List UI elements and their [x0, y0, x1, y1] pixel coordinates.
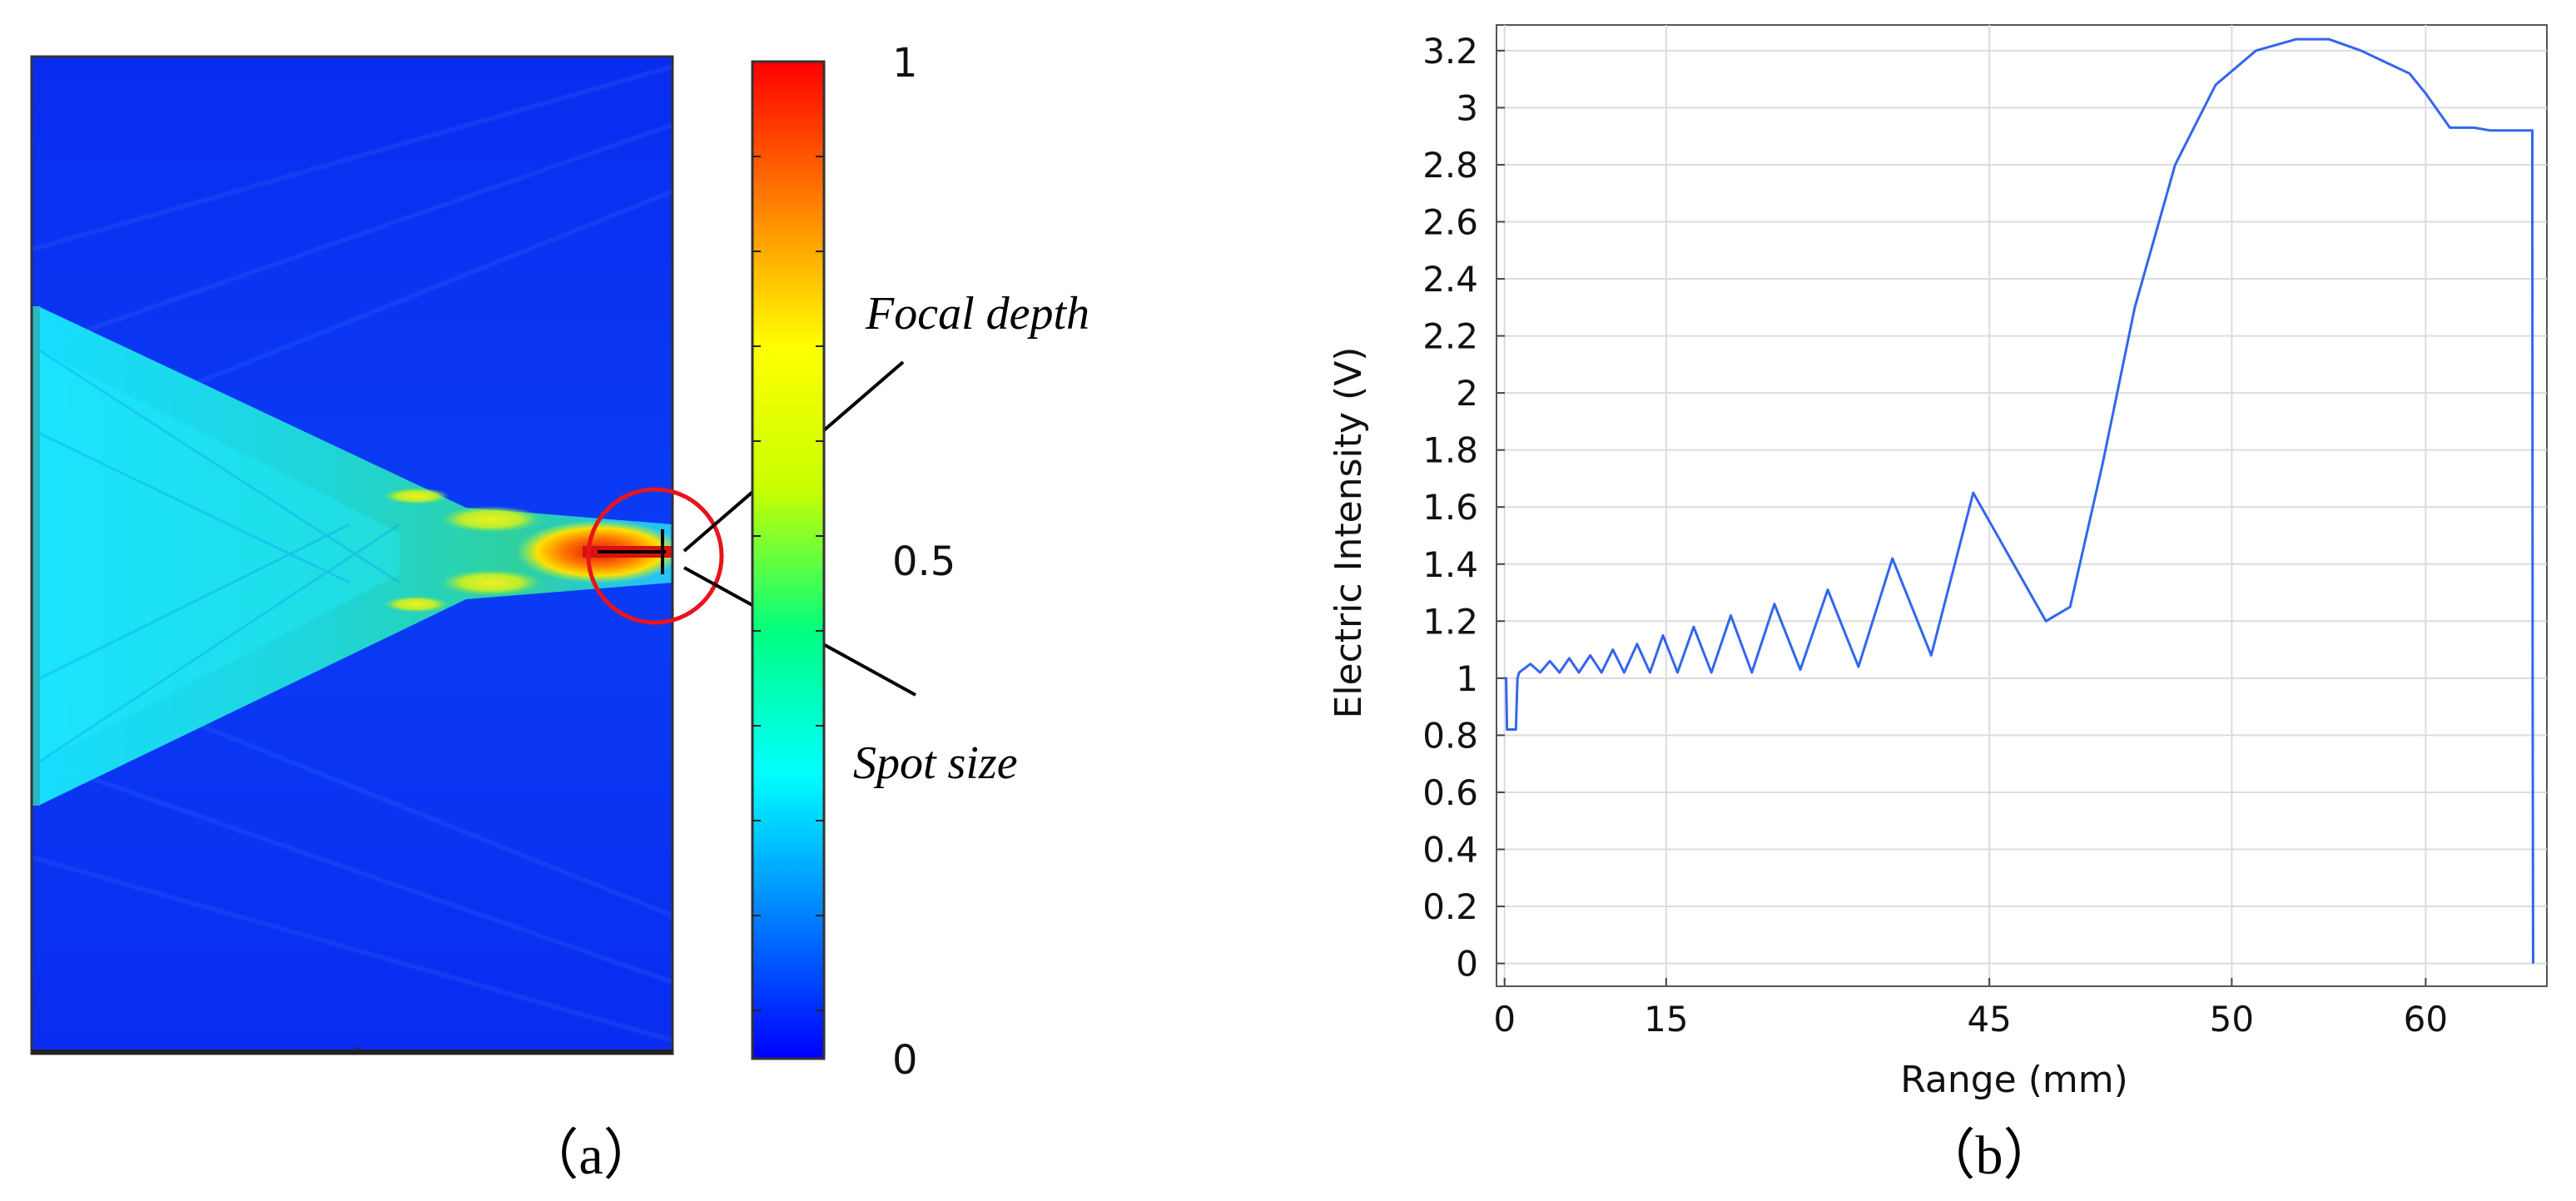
focal-depth-label: Focal depth — [865, 288, 1089, 340]
panel-b: 0 0.2 0.4 0.6 0.8 1 1.2 1.4 1.6 1.8 2 2.2 2.4 2.6 2.8 3… — [1328, 24, 2548, 1186]
y-tick-label: 0 — [1456, 944, 1478, 985]
y-tick-label: 0.4 — [1422, 829, 1478, 870]
y-tick-label: 0.6 — [1422, 772, 1478, 813]
y-tick-label: 3 — [1456, 87, 1478, 128]
y-tick-label: 1.4 — [1422, 544, 1478, 585]
y-tick-label: 1.6 — [1422, 487, 1478, 528]
colorbar-tick-label: 1 — [892, 40, 918, 87]
x-tick-label: 60 — [2404, 999, 2448, 1040]
y-tick-label: 1 — [1456, 658, 1478, 699]
colorbar-minor-ticks — [752, 156, 824, 1011]
colorbar — [751, 60, 826, 1060]
y-tick-label: 0.2 — [1422, 886, 1478, 927]
colorbar-tick-label: 0 — [892, 1037, 918, 1084]
focus-circle — [586, 487, 724, 625]
x-tick-label: 50 — [2210, 999, 2254, 1040]
panel-b-caption: （b） — [1921, 1125, 2058, 1186]
panel-a-caption: （a） — [524, 1125, 658, 1186]
y-tick-label: 2.6 — [1422, 201, 1478, 242]
colorbar-tick-label: 0.5 — [892, 538, 955, 585]
y-axis: 0 0.2 0.4 0.6 0.8 1 1.2 1.4 1.6 1.8 2 2.2 2.4 2.6 2.8 3… — [1422, 31, 1505, 985]
y-tick-label: 3.2 — [1422, 31, 1478, 72]
x-axis-label: Range (mm) — [1900, 1059, 2128, 1101]
y-tick-label: 2.2 — [1422, 316, 1478, 357]
y-tick-label: 2 — [1456, 373, 1478, 414]
grid — [1496, 25, 2547, 986]
x-tick-label: 15 — [1644, 999, 1688, 1040]
y-tick-label: 1.8 — [1422, 430, 1478, 471]
plot-area — [1496, 24, 2548, 987]
y-axis-label: Electric Intensity (V) — [1328, 347, 1370, 719]
x-axis: 0 15 45 50 60 — [1493, 978, 2448, 1040]
panel-a: Focal depth Spot size 10.50 （a） — [30, 40, 1089, 1186]
y-tick-label: 2.4 — [1422, 259, 1478, 300]
field-map — [32, 57, 673, 1054]
spot-size-label: Spot size — [853, 737, 1018, 789]
x-tick-label: 0 — [1493, 999, 1516, 1040]
y-tick-label: 1.2 — [1422, 601, 1478, 642]
y-tick-label: 0.8 — [1422, 715, 1478, 756]
x-tick-label: 45 — [1967, 999, 2011, 1040]
colorbar-tick-labels: 10.50 — [892, 40, 955, 1084]
series-line — [1504, 37, 2534, 964]
y-tick-label: 2.8 — [1422, 145, 1478, 186]
